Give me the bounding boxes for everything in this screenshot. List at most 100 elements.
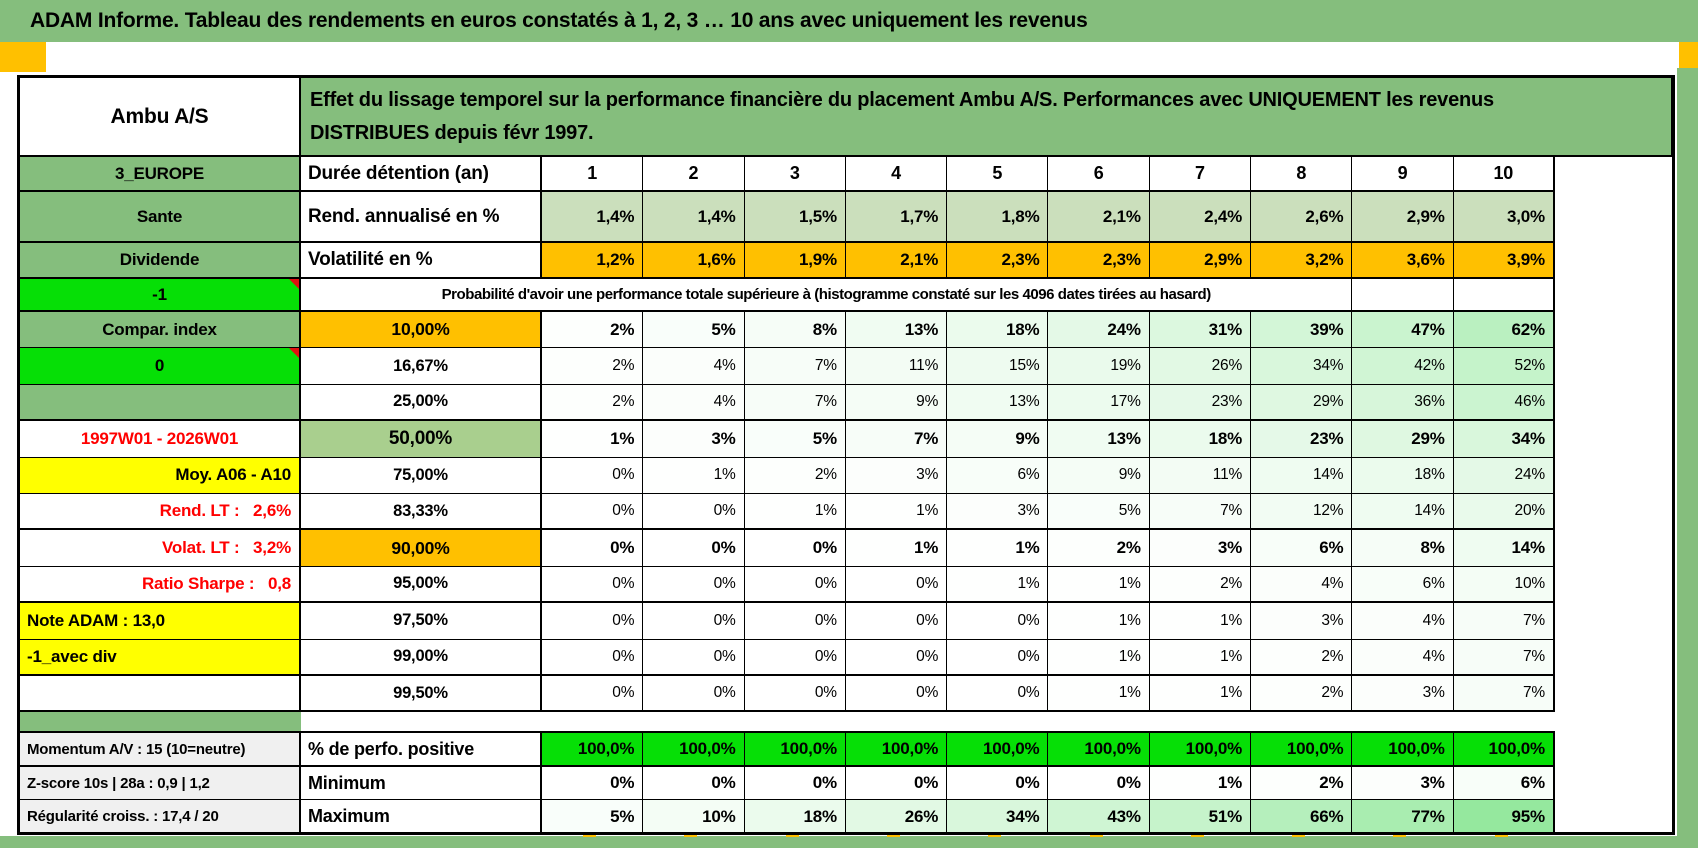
probability-value-cell[interactable]: 0% [643,639,745,676]
threshold-cell[interactable]: 90,00% [301,530,542,567]
probability-value-cell[interactable]: 2% [1048,530,1150,567]
return-value-cell[interactable]: 1,4% [542,192,644,243]
probability-value-cell[interactable]: 0% [542,530,644,567]
probability-value-cell[interactable]: 4% [1251,566,1353,604]
probability-value-cell[interactable]: 0% [744,566,846,604]
year-cell[interactable]: 5 [947,157,1049,192]
summary-value-cell[interactable]: 66% [1251,800,1353,832]
summary-value-cell[interactable]: 5% [542,800,644,832]
probability-value-cell[interactable]: 23% [1251,421,1353,458]
probability-value-cell[interactable]: 31% [1149,312,1252,349]
probability-value-cell[interactable]: 34% [1251,348,1353,385]
year-cell[interactable]: 2 [643,157,745,192]
probability-value-cell[interactable]: 0% [542,566,644,604]
summary-value-cell[interactable]: 100,0% [1352,731,1454,768]
row-label[interactable]: 1997W01 - 2026W01 [20,421,301,458]
probability-value-cell[interactable]: 13% [845,312,948,349]
year-cell[interactable]: 1 [542,157,644,192]
threshold-cell[interactable]: 95,00% [301,566,542,604]
probability-value-cell[interactable]: 4% [643,348,745,385]
return-value-cell[interactable]: 2,6% [1251,192,1353,243]
probability-value-cell[interactable]: 1% [1048,675,1150,713]
probability-value-cell[interactable]: 8% [744,312,846,349]
summary-metric-cell[interactable]: Maximum [301,800,542,832]
probability-value-cell[interactable]: 7% [1453,603,1555,640]
row-label[interactable]: Volat. LT : 3,2% [20,530,301,567]
returns-label-cell[interactable]: Rend. annualisé en % [301,192,542,243]
probability-value-cell[interactable]: 0% [542,457,644,494]
empty-cell[interactable] [1453,279,1555,312]
summary-label[interactable]: Z-score 10s | 28a : 0,9 | 1,2 [20,767,301,801]
row-label[interactable]: Compar. index [20,312,301,349]
probability-value-cell[interactable]: 2% [542,312,644,349]
probability-value-cell[interactable]: 9% [1048,457,1150,494]
probability-value-cell[interactable]: 0% [643,603,745,640]
probability-value-cell[interactable]: 0% [947,603,1049,640]
row-label[interactable]: Sante [20,192,301,243]
summary-value-cell[interactable]: 100,0% [947,731,1049,768]
probability-value-cell[interactable]: 3% [1149,530,1252,567]
summary-value-cell[interactable]: 100,0% [1453,731,1555,768]
probability-value-cell[interactable]: 0% [542,603,644,640]
volatility-value-cell[interactable]: 1,6% [643,243,745,279]
summary-label[interactable]: Régularité croiss. : 17,4 / 20 [20,800,301,832]
probability-value-cell[interactable]: 1% [1149,603,1252,640]
probability-value-cell[interactable]: 0% [947,639,1049,676]
summary-value-cell[interactable]: 34% [947,800,1049,832]
probability-value-cell[interactable]: 1% [845,493,948,531]
threshold-cell[interactable]: 99,50% [301,675,542,713]
summary-value-cell[interactable]: 18% [744,800,846,832]
empty-cell[interactable] [1352,279,1454,312]
summary-value-cell[interactable]: 2% [1251,767,1353,801]
summary-metric-cell[interactable]: Minimum [301,767,542,801]
probability-value-cell[interactable]: 62% [1453,312,1555,349]
probability-value-cell[interactable]: 3% [845,457,948,494]
probability-value-cell[interactable]: 14% [1251,457,1353,494]
summary-value-cell[interactable]: 26% [845,800,948,832]
probability-value-cell[interactable]: 52% [1453,348,1555,385]
probability-value-cell[interactable]: 5% [643,312,745,349]
probability-left-cell[interactable]: -1 [20,279,301,312]
row-label[interactable]: -1_avec div [20,639,301,676]
probability-value-cell[interactable]: 7% [744,384,846,422]
probability-value-cell[interactable]: 46% [1453,384,1555,422]
probability-value-cell[interactable]: 5% [744,421,846,458]
year-cell[interactable]: 4 [845,157,948,192]
probability-value-cell[interactable]: 13% [1048,421,1150,458]
probability-value-cell[interactable]: 10% [1453,566,1555,604]
probability-value-cell[interactable]: 39% [1251,312,1353,349]
probability-value-cell[interactable]: 1% [845,530,948,567]
summary-value-cell[interactable]: 100,0% [1149,731,1252,768]
threshold-cell[interactable]: 50,00% [301,421,542,458]
probability-value-cell[interactable]: 0% [643,675,745,713]
probability-value-cell[interactable]: 2% [1251,675,1353,713]
probability-value-cell[interactable]: 1% [947,530,1049,567]
probability-value-cell[interactable]: 3% [1251,603,1353,640]
volatility-value-cell[interactable]: 2,1% [845,243,948,279]
probability-value-cell[interactable]: 23% [1149,384,1252,422]
probability-value-cell[interactable]: 18% [1352,457,1454,494]
threshold-cell[interactable]: 25,00% [301,384,542,422]
probability-value-cell[interactable]: 0% [744,530,846,567]
probability-value-cell[interactable]: 3% [643,421,745,458]
threshold-cell[interactable]: 99,00% [301,639,542,676]
volatility-value-cell[interactable]: 1,9% [744,243,846,279]
return-value-cell[interactable]: 1,4% [643,192,745,243]
row-label[interactable]: Note ADAM : 13,0 [20,603,301,640]
summary-value-cell[interactable]: 77% [1352,800,1454,832]
probability-value-cell[interactable]: 4% [643,384,745,422]
probability-value-cell[interactable]: 4% [1352,603,1454,640]
row-label[interactable]: Moy. A06 - A10 [20,457,301,494]
volatility-value-cell[interactable]: 3,6% [1352,243,1454,279]
probability-value-cell[interactable]: 1% [643,457,745,494]
probability-value-cell[interactable]: 1% [1048,603,1150,640]
volatility-value-cell[interactable]: 2,3% [1048,243,1150,279]
probability-value-cell[interactable]: 6% [1352,566,1454,604]
probability-value-cell[interactable]: 2% [542,348,644,385]
summary-value-cell[interactable]: 3% [1352,767,1454,801]
probability-value-cell[interactable]: 15% [947,348,1049,385]
return-value-cell[interactable]: 2,1% [1048,192,1150,243]
row-label[interactable]: Dividende [20,243,301,279]
probability-value-cell[interactable]: 0% [845,566,948,604]
year-cell[interactable]: 3 [744,157,846,192]
